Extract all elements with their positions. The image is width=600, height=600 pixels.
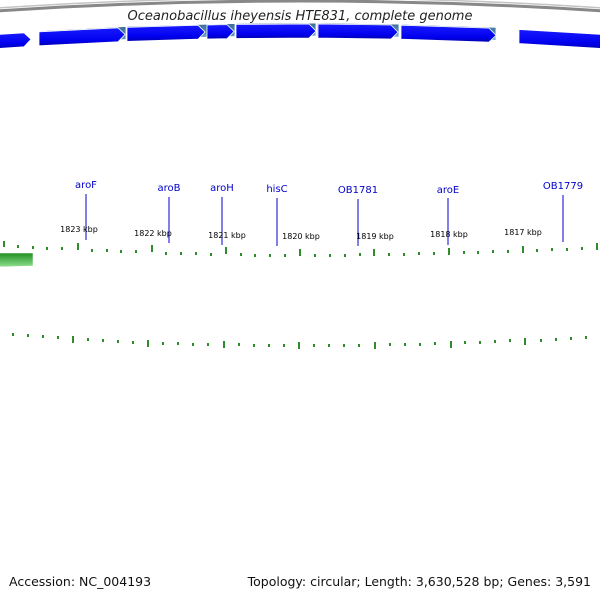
cds-arrow — [38, 27, 126, 47]
cds-arrow — [126, 24, 206, 42]
cds-arrow — [0, 32, 32, 49]
scale-label: 1818 kbp — [430, 230, 468, 239]
scale-label: 1817 kbp — [504, 228, 542, 237]
scale-label: 1823 kbp — [60, 225, 98, 234]
map-title: Oceanobacillus iheyensis HTE831, complet… — [127, 9, 473, 24]
accession-text: Accession: NC_004193 — [9, 574, 152, 589]
gene-label: OB1781 — [338, 185, 378, 196]
gene-label: hisC — [266, 184, 287, 195]
scale-label: 1821 kbp — [208, 231, 246, 240]
backbone-arc — [0, 0, 600, 13]
genome-summary-text: Topology: circular; Length: 3,630,528 bp… — [247, 574, 591, 589]
green-feature — [0, 252, 34, 268]
cds-arrow — [518, 29, 600, 49]
gene-label: aroF — [75, 180, 97, 191]
cds-arrow — [235, 23, 317, 39]
cds-arrow — [317, 23, 399, 40]
gene-label: aroH — [210, 183, 234, 194]
scale-label: 1822 kbp — [134, 229, 172, 238]
scale-label: 1819 kbp — [356, 232, 394, 241]
gene-label: aroE — [437, 185, 459, 196]
gene-label: aroB — [158, 183, 181, 194]
gene-label: OB1779 — [543, 181, 583, 192]
cds-arrow — [206, 24, 235, 40]
backbone-shadow-arc — [0, 0, 600, 9]
scale-label: 1820 kbp — [282, 232, 320, 241]
cds-arrow — [400, 24, 497, 43]
